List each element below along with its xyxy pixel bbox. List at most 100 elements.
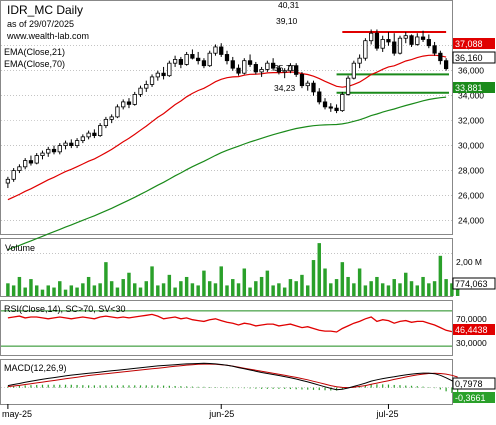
macd-hist-bar [174, 385, 176, 388]
macd-hist-bar [399, 385, 401, 388]
candle-body [242, 60, 247, 74]
chart-title: IDR_MC Daily [7, 3, 83, 17]
candle-body [311, 82, 316, 93]
candle-body [432, 45, 437, 54]
volume-bar [202, 270, 206, 296]
candle-body [259, 69, 264, 73]
macd-hist-bar [272, 387, 274, 389]
candle-body [121, 101, 126, 108]
volume-bar [29, 279, 33, 296]
volume-bar [242, 268, 247, 296]
annotation-support-upper: 35,70 [274, 63, 296, 73]
candle-body [340, 94, 345, 112]
macd-hist-bar [335, 387, 338, 391]
macd-hist-bar [260, 387, 263, 389]
candle-body [253, 64, 258, 73]
volume-bar [23, 287, 27, 296]
macd-hist-bar [457, 387, 459, 395]
volume-bar [207, 281, 212, 296]
volume-bar [156, 285, 160, 296]
macd-hist-bar [64, 384, 67, 388]
candle-body [392, 41, 397, 54]
candle-body [345, 77, 351, 95]
candle-body [132, 94, 137, 105]
rsi-tick-30: 30,0000 [456, 338, 487, 348]
annotation-high: 40,31 [278, 0, 300, 10]
rsi-tick-70: 70,0000 [456, 314, 487, 324]
candle-body [149, 76, 155, 85]
macd-hist-bar [266, 387, 268, 389]
volume-bar [81, 283, 85, 296]
volume-bar [219, 266, 223, 296]
candle-body [322, 101, 328, 108]
volume-bar [288, 279, 293, 296]
price-tick-label: 24,000 [458, 216, 484, 226]
macd-hist-bar [139, 385, 142, 388]
candle-body [207, 52, 212, 67]
candle-body [317, 91, 322, 103]
candle-body [103, 118, 109, 127]
candle-body [270, 62, 276, 69]
macd-hist-bar [387, 384, 390, 388]
price-tick-label: 30,000 [458, 141, 484, 151]
rsi-line [7, 313, 453, 333]
candle-body [40, 152, 45, 156]
macd-hist-bar [433, 387, 436, 389]
macd-hist-bar [330, 387, 332, 391]
candle-body [109, 116, 114, 120]
macd-hist-bar [30, 385, 32, 388]
volume-bar [375, 276, 379, 296]
volume-bar [427, 283, 431, 296]
candle-body [138, 87, 143, 95]
candle-body [92, 132, 97, 137]
candle-body [374, 32, 380, 49]
macd-last-tag [452, 377, 496, 390]
volume-bar [277, 283, 281, 296]
macd-hist-bar [318, 387, 320, 391]
candle-body [98, 125, 103, 137]
macd-hist-bar [226, 387, 228, 389]
macd-hist-bar [18, 385, 21, 388]
candles [5, 29, 449, 189]
macd-hist-bar [428, 387, 430, 388]
volume-bar [86, 276, 91, 296]
price-tick-label: 26,000 [458, 191, 484, 201]
volume-bar [392, 279, 396, 296]
candle-body [305, 82, 310, 87]
macd-hist-bar [203, 386, 205, 388]
volume-bar [248, 287, 252, 296]
macd-hist-bar [186, 386, 188, 388]
volume-bar [323, 268, 327, 296]
volume-bar [34, 285, 39, 296]
candle-body [190, 54, 195, 59]
macd-hist-bar [376, 384, 378, 388]
volume-bar [133, 283, 137, 296]
rsi-title: RSI(Close,14), SC>70, SV<30 [4, 304, 126, 314]
rsi-group [1, 310, 453, 347]
candle-body [247, 60, 253, 65]
candle-body [351, 62, 356, 79]
candle-body [288, 65, 293, 72]
volume-tick-2m: 2,00 M [456, 257, 482, 267]
volume-bar [184, 276, 189, 296]
macd-hist-bar [237, 387, 240, 389]
candle-body [74, 140, 80, 146]
candle-body [196, 57, 201, 62]
macd-hist-bar [364, 385, 366, 388]
candle-body [230, 60, 235, 69]
candle-body [167, 62, 172, 77]
volume-bar [138, 287, 143, 296]
macd-hist-bar [134, 385, 136, 388]
volume-bar [161, 283, 166, 296]
volume-bar [167, 274, 172, 296]
candle-body [178, 59, 183, 65]
volume-last-label: 774,063 [455, 279, 488, 289]
price-tick-label: 34,000 [458, 91, 484, 101]
rsi-pane-frame [0, 300, 453, 356]
macd-hist-bar [93, 385, 95, 388]
volume-bar [340, 262, 345, 296]
macd-hist-bar [284, 387, 286, 389]
macd-hist-bar [422, 386, 424, 388]
macd-hist-bar [59, 384, 61, 388]
